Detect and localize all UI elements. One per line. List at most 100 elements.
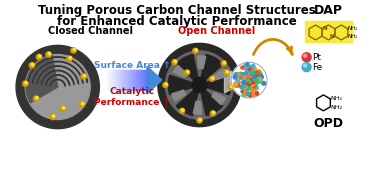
Circle shape	[241, 90, 243, 93]
Circle shape	[233, 75, 237, 79]
Bar	[132, 70, 134, 90]
Circle shape	[248, 67, 251, 70]
Circle shape	[245, 65, 248, 68]
Circle shape	[246, 85, 250, 89]
Bar	[112, 70, 115, 90]
Circle shape	[197, 118, 202, 123]
Circle shape	[241, 73, 245, 76]
Circle shape	[241, 66, 244, 69]
Circle shape	[33, 96, 39, 101]
Bar	[143, 70, 145, 90]
Circle shape	[304, 64, 307, 67]
Circle shape	[242, 80, 246, 84]
Circle shape	[245, 79, 248, 83]
Circle shape	[243, 77, 246, 80]
Circle shape	[252, 65, 255, 67]
Wedge shape	[176, 85, 200, 116]
Circle shape	[262, 82, 266, 85]
Polygon shape	[225, 71, 231, 93]
Circle shape	[245, 72, 247, 75]
Circle shape	[256, 72, 260, 75]
Circle shape	[25, 82, 27, 84]
Circle shape	[25, 55, 90, 120]
Bar	[121, 70, 123, 90]
Circle shape	[245, 89, 249, 92]
Circle shape	[62, 107, 65, 109]
Circle shape	[251, 79, 254, 83]
Circle shape	[250, 89, 254, 93]
Circle shape	[251, 76, 255, 80]
Circle shape	[184, 70, 190, 75]
Circle shape	[250, 73, 254, 77]
Text: N: N	[322, 26, 327, 30]
Circle shape	[79, 102, 85, 107]
Circle shape	[245, 82, 248, 85]
Bar	[141, 70, 144, 90]
Text: Fe: Fe	[313, 63, 323, 72]
Bar	[114, 70, 116, 90]
Circle shape	[212, 77, 214, 79]
Circle shape	[247, 82, 251, 86]
Circle shape	[242, 77, 246, 81]
Text: NH₂: NH₂	[331, 96, 342, 101]
Circle shape	[255, 79, 259, 83]
Wedge shape	[213, 69, 227, 80]
Text: Tuning Porous Carbon Channel Structures: Tuning Porous Carbon Channel Structures	[38, 4, 316, 17]
Bar	[144, 70, 147, 90]
Circle shape	[165, 51, 234, 119]
Circle shape	[246, 93, 250, 96]
Circle shape	[245, 71, 248, 75]
Circle shape	[193, 48, 198, 53]
Circle shape	[23, 81, 28, 86]
Circle shape	[248, 79, 250, 81]
Bar	[139, 70, 141, 90]
Circle shape	[246, 66, 250, 70]
Circle shape	[247, 69, 250, 72]
Circle shape	[246, 63, 249, 66]
Bar	[133, 70, 135, 90]
Wedge shape	[200, 85, 223, 116]
Circle shape	[247, 80, 251, 84]
Circle shape	[246, 71, 249, 74]
Bar	[305, 21, 352, 42]
Circle shape	[230, 85, 233, 88]
Bar	[146, 70, 148, 90]
Text: DAP: DAP	[314, 4, 343, 17]
Bar	[126, 70, 129, 90]
Circle shape	[247, 78, 250, 82]
Circle shape	[256, 77, 259, 80]
Circle shape	[224, 70, 229, 75]
Circle shape	[31, 63, 34, 66]
Wedge shape	[168, 75, 200, 95]
Wedge shape	[200, 75, 231, 95]
Text: Pt: Pt	[313, 53, 322, 62]
Circle shape	[245, 74, 249, 78]
Circle shape	[234, 74, 237, 78]
Circle shape	[165, 83, 167, 85]
Bar	[137, 70, 139, 90]
Circle shape	[253, 67, 257, 71]
Circle shape	[240, 85, 244, 89]
Circle shape	[223, 61, 226, 64]
Circle shape	[249, 85, 253, 88]
Text: NH₂: NH₂	[348, 34, 358, 39]
Circle shape	[252, 92, 256, 96]
Circle shape	[239, 72, 242, 75]
Circle shape	[252, 71, 256, 75]
Circle shape	[174, 60, 177, 62]
Bar	[111, 70, 113, 90]
Circle shape	[81, 102, 84, 105]
Circle shape	[252, 80, 256, 84]
Bar	[123, 70, 126, 90]
Circle shape	[302, 63, 311, 72]
Polygon shape	[322, 25, 335, 40]
Circle shape	[243, 74, 246, 77]
Circle shape	[209, 76, 215, 81]
Circle shape	[250, 78, 254, 82]
Circle shape	[258, 74, 262, 77]
Circle shape	[248, 78, 251, 81]
Bar	[116, 70, 119, 90]
Circle shape	[16, 45, 99, 129]
Wedge shape	[200, 54, 223, 85]
Circle shape	[248, 87, 251, 90]
